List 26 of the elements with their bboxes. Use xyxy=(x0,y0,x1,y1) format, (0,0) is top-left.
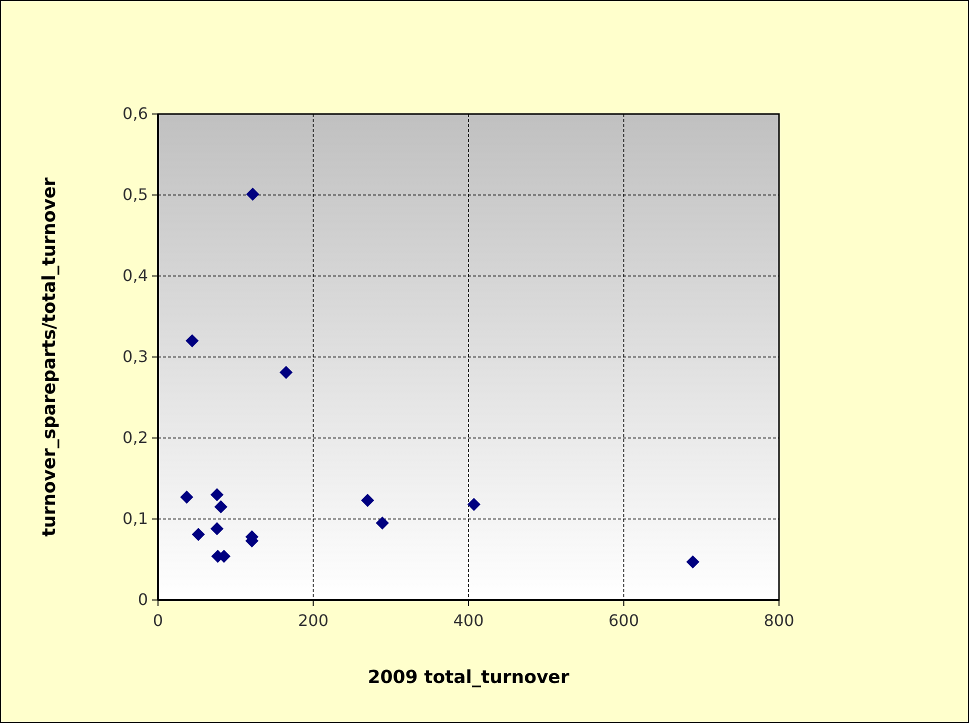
y-tick-label: 0,3 xyxy=(122,347,148,366)
y-axis-title: turnover_spareparts/total_turnover xyxy=(39,177,60,537)
point xyxy=(210,488,224,502)
y-tick-label: 0,1 xyxy=(122,509,148,528)
point xyxy=(186,334,199,348)
point xyxy=(214,500,228,514)
x-tick-label: 400 xyxy=(453,611,484,630)
x-tick-label: 0 xyxy=(152,611,164,630)
x-tick-label: 800 xyxy=(764,611,794,630)
point xyxy=(467,498,480,511)
point xyxy=(361,494,374,507)
y-tick-label: 0,2 xyxy=(122,428,148,447)
point xyxy=(210,522,224,536)
x-axis-title: 2009 total_turnover xyxy=(368,667,570,688)
y-tick-label: 0,4 xyxy=(122,266,148,285)
y-tick-label: 0,5 xyxy=(122,185,148,204)
point xyxy=(180,490,194,504)
x-tick-label: 200 xyxy=(298,611,329,630)
point xyxy=(192,528,205,541)
point xyxy=(686,555,700,568)
point xyxy=(246,188,260,201)
y-tick-label: 0 xyxy=(138,590,148,609)
point xyxy=(376,516,389,530)
x-tick-label: 600 xyxy=(608,611,640,630)
point xyxy=(280,366,293,379)
y-tick-label: 0,6 xyxy=(122,104,148,123)
